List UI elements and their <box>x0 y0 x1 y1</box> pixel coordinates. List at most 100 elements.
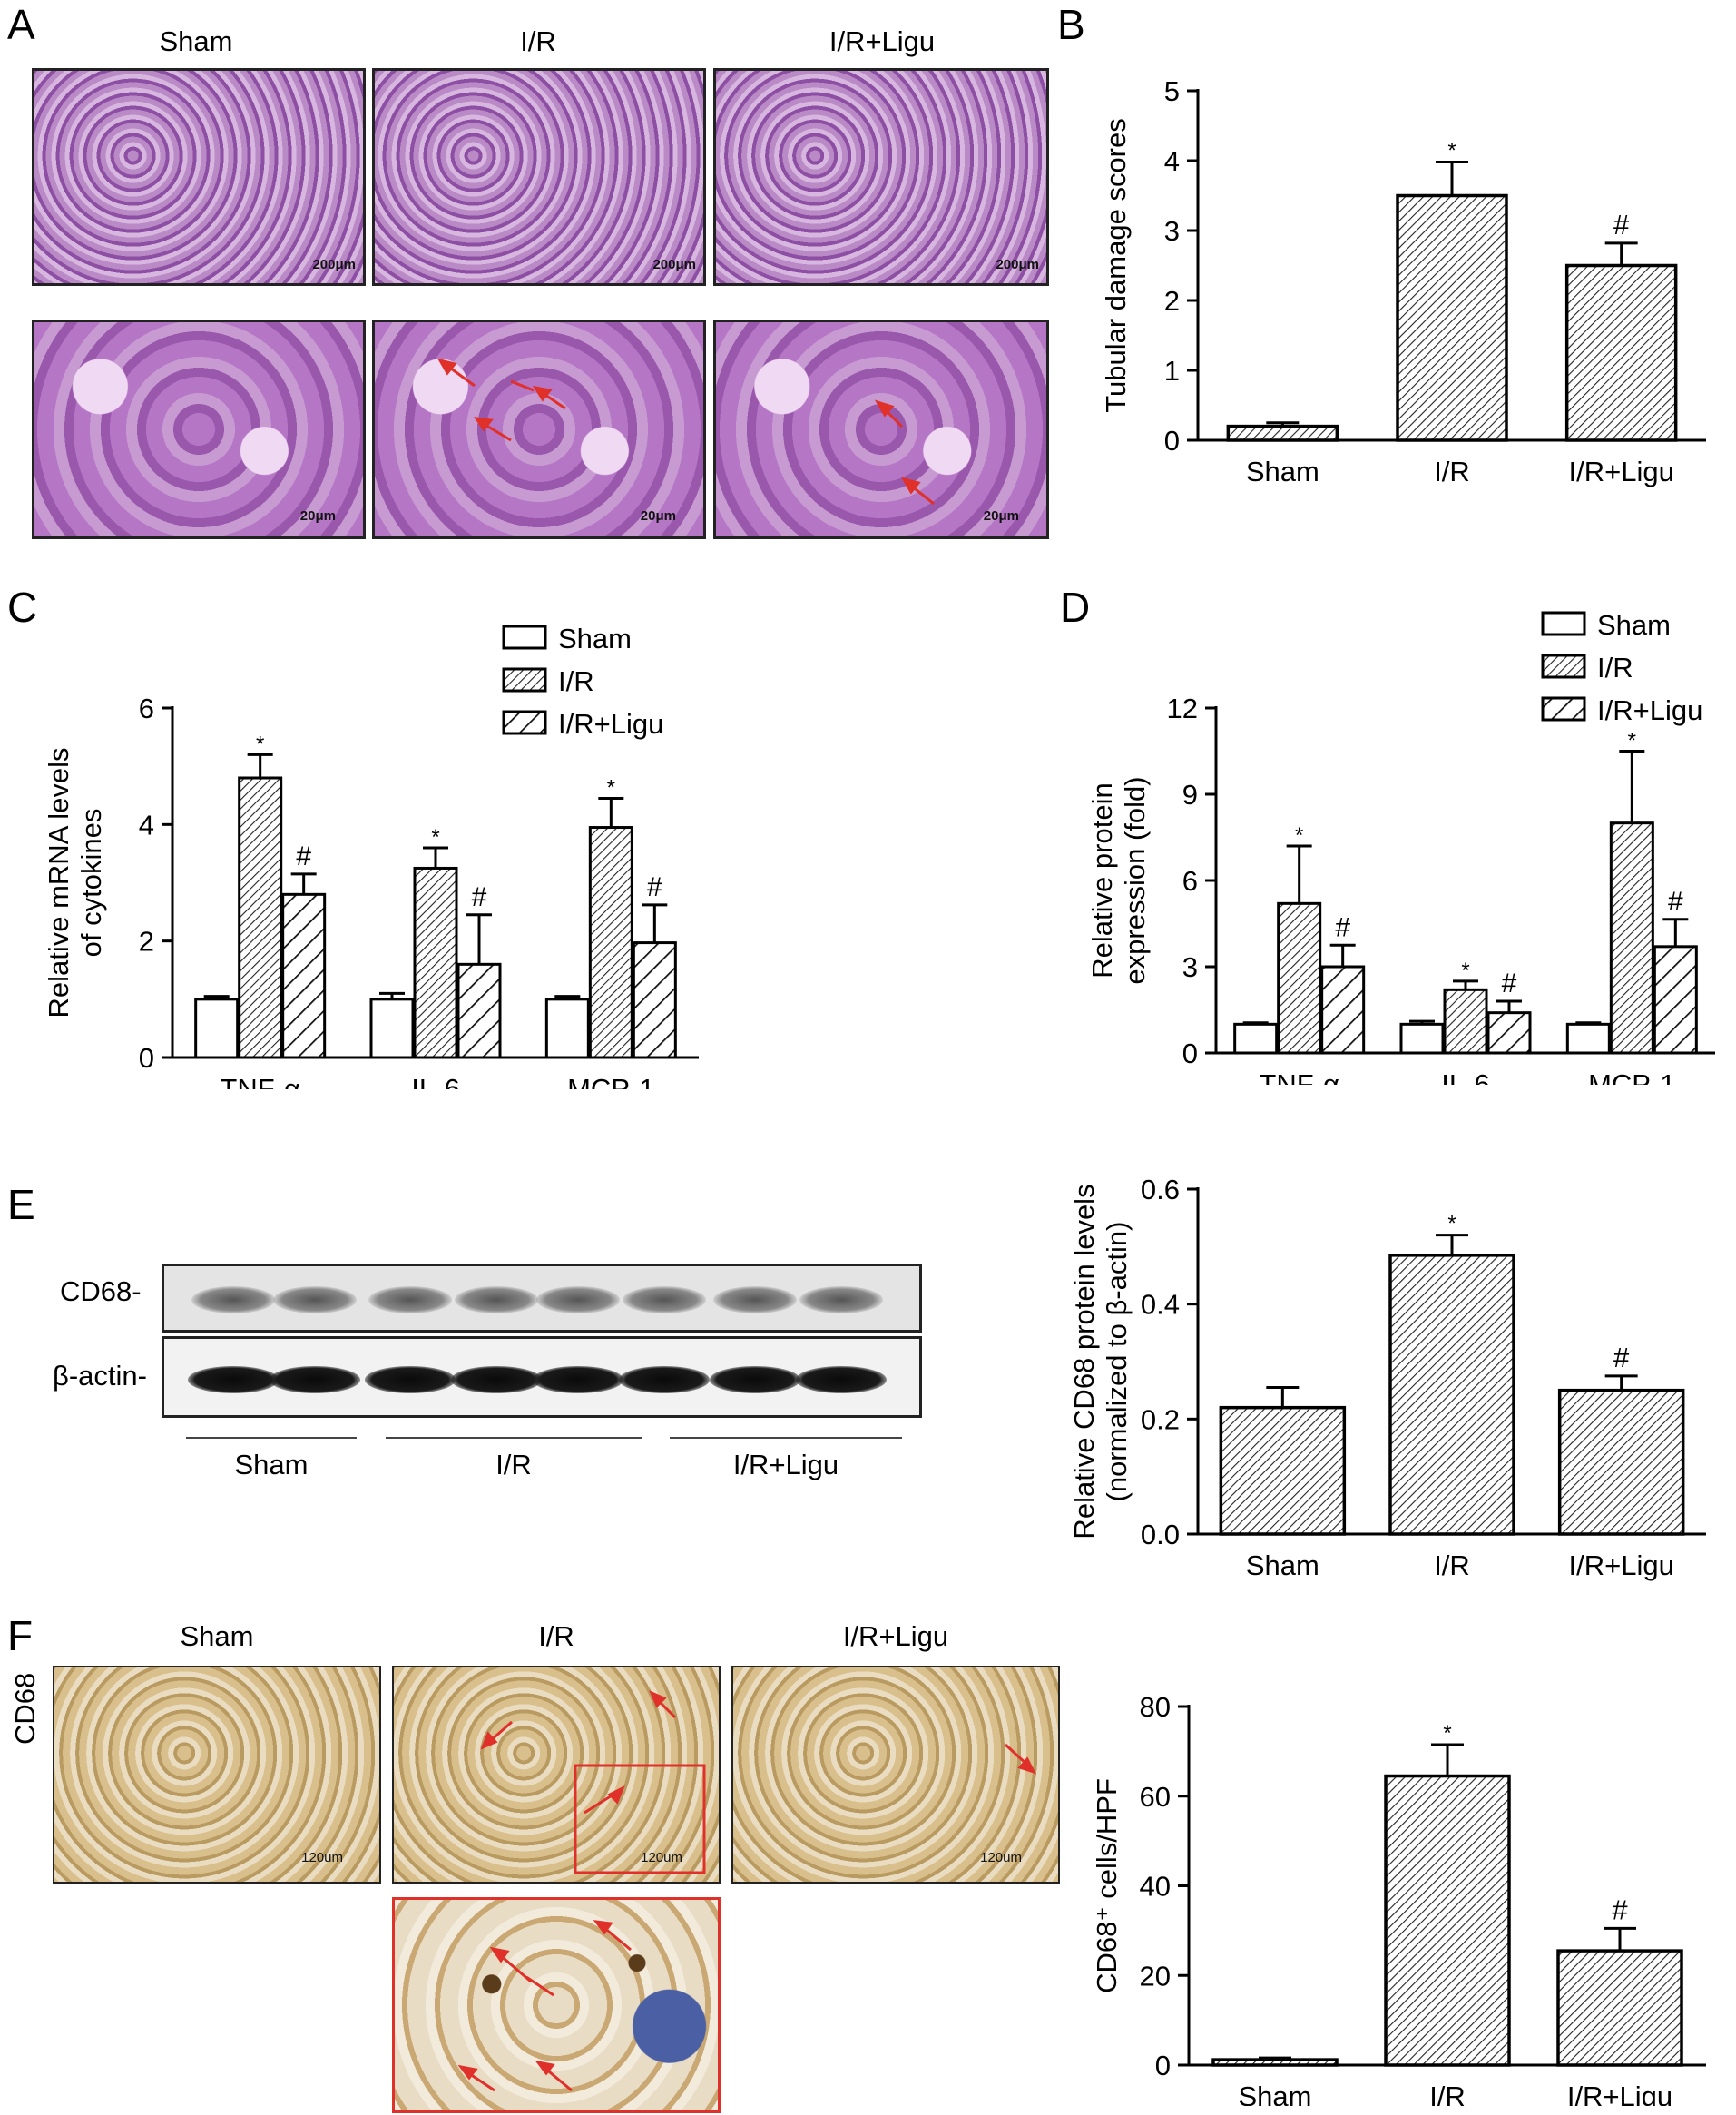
y-tick-label: 20 <box>1140 1960 1171 1992</box>
significance-marker: * <box>431 825 439 850</box>
x-tick-label: I/R <box>1434 456 1470 487</box>
blot-band <box>623 1286 706 1313</box>
x-tick-label: TNF-α <box>220 1073 300 1089</box>
blot-group-sham: Sham <box>234 1449 309 1480</box>
y-axis-label: CD68⁺ cells/HPF <box>1091 1778 1123 1993</box>
blot-band <box>799 1286 883 1313</box>
he-micrograph-sham-low: 200μm <box>32 68 366 286</box>
panel-label-f: F <box>7 1612 34 1659</box>
bar <box>281 892 327 1059</box>
blot-band <box>619 1366 710 1393</box>
ihc-micrograph-ir-ligu: 120um <box>731 1666 1060 1884</box>
blot-label-cd68: CD68- <box>60 1275 142 1307</box>
bar <box>238 776 283 1059</box>
y-tick-label: 0.0 <box>1141 1519 1180 1550</box>
y-tick-label: 40 <box>1140 1871 1171 1903</box>
blot-group-ir-ligu: I/R+Ligu <box>732 1449 839 1480</box>
y-axis-label: Relative protein <box>1086 782 1118 978</box>
scale-bar-label: 120um <box>980 1850 1022 1865</box>
red-arrow-icon <box>1004 1743 1036 1775</box>
bar <box>1486 1011 1532 1055</box>
scale-bar-label: 20μm <box>299 508 336 524</box>
bar <box>194 998 240 1059</box>
y-tick-label: 0.6 <box>1141 1174 1180 1205</box>
y-tick-label: 80 <box>1140 1691 1171 1723</box>
y-axis-label: expression (fold) <box>1119 776 1151 984</box>
red-arrow-icon <box>874 399 935 506</box>
blot-band <box>536 1286 620 1313</box>
bar <box>1320 965 1366 1055</box>
y-tick-label: 6 <box>1182 865 1198 897</box>
significance-marker: * <box>1447 1212 1456 1236</box>
significance-marker: # <box>1612 1894 1628 1925</box>
bar <box>413 866 458 1059</box>
bar <box>632 941 677 1059</box>
panel-a-group-ir-ligu: I/R+Ligu <box>829 25 936 57</box>
panel-a-group-sham: Sham <box>159 25 233 57</box>
legend-label: Sham <box>1597 609 1671 641</box>
significance-marker: # <box>1613 1342 1630 1373</box>
x-tick-label: I/R <box>1434 1549 1470 1581</box>
chart-mrna-levels: 0 2 4 6 Relative mRNA levels of cytokines * # TN… <box>43 623 699 1089</box>
bar <box>1396 193 1508 442</box>
significance-marker: * <box>256 732 264 756</box>
blot-band <box>713 1286 797 1313</box>
x-tick-label: TNF-α <box>1259 1068 1339 1085</box>
y-axis-label: of cytokines <box>75 809 107 958</box>
he-micrograph-ir-low: 200μm <box>372 68 706 286</box>
bar <box>1556 1949 1683 2067</box>
y-tick-label: 3 <box>1182 951 1198 983</box>
y-axis-label: (normalized to β-actin) <box>1101 1222 1133 1502</box>
y-tick-label: 1 <box>1164 355 1180 387</box>
y-axis-label: Tubular damage scores <box>1100 118 1132 413</box>
blot-band <box>270 1366 360 1393</box>
bar <box>544 998 590 1059</box>
significance-marker: # <box>647 872 662 902</box>
scale-bar-label: 20μm <box>983 508 1019 524</box>
bar <box>1277 901 1322 1055</box>
bar <box>369 998 415 1059</box>
bar <box>1388 1254 1515 1536</box>
significance-marker: # <box>472 882 487 912</box>
legend-label: I/R <box>558 665 594 697</box>
y-tick-label: 60 <box>1140 1781 1171 1813</box>
significance-marker: * <box>1461 959 1469 983</box>
red-arrow-icon <box>436 358 566 442</box>
bar <box>1443 988 1488 1055</box>
panel-label-c: C <box>7 584 38 631</box>
ihc-micrograph-ir: 120um <box>392 1666 721 1884</box>
y-tick-label: 0 <box>1182 1038 1198 1069</box>
panel-a-group-ir: I/R <box>520 25 556 57</box>
significance-marker: # <box>296 841 311 871</box>
blot-group-line <box>186 1437 357 1439</box>
panel-label-b: B <box>1057 1 1085 48</box>
red-arrow-icon <box>457 1920 632 2092</box>
chart-cd68-cells: 0 20 40 60 80 CD68⁺ cells/HPF Sham * I/R # I/R+Lig… <box>1091 1691 1706 2106</box>
bar <box>456 962 502 1059</box>
legend-swatch <box>502 625 547 650</box>
panel-label-d: D <box>1060 584 1091 631</box>
blot-band <box>365 1366 456 1393</box>
chart-protein-expression: 0 3 6 9 12 Relative protein expression (fold) *… <box>1086 609 1715 1085</box>
panel-f-group-ir: I/R <box>538 1620 574 1652</box>
blot-band <box>191 1286 275 1313</box>
blot-group-line <box>386 1437 642 1439</box>
legend-label: I/R+Ligu <box>558 708 663 740</box>
significance-marker: # <box>1335 912 1350 942</box>
blot-band <box>188 1366 279 1393</box>
significance-marker: # <box>1668 887 1683 917</box>
x-tick-label: IL-6 <box>411 1073 459 1089</box>
panel-f-row-label: CD68 <box>9 1672 41 1745</box>
panel-f-group-ir-ligu: I/R+Ligu <box>842 1620 949 1652</box>
y-tick-label: 0 <box>1164 425 1180 457</box>
x-tick-label: MCP-1 <box>567 1073 654 1089</box>
blot-group-line <box>670 1437 902 1439</box>
blot-band <box>455 1286 538 1313</box>
legend-swatch <box>1541 654 1586 679</box>
significance-marker: * <box>607 775 615 800</box>
y-tick-label: 3 <box>1164 215 1180 247</box>
bar <box>1233 1022 1279 1055</box>
y-tick-label: 4 <box>139 809 154 841</box>
y-tick-label: 12 <box>1167 693 1198 724</box>
x-tick-label: Sham <box>1246 456 1319 487</box>
